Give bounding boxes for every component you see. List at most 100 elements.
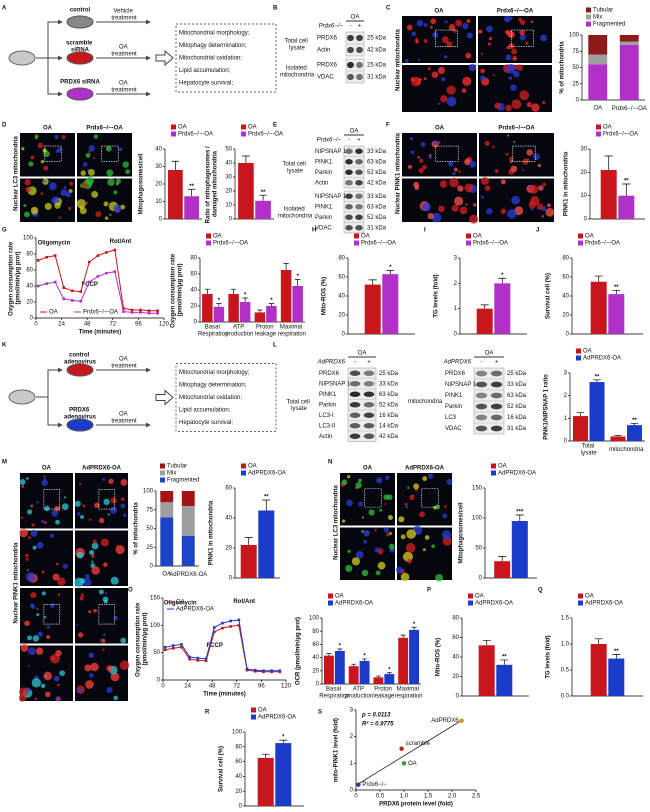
- micrograph-signal: [416, 19, 424, 27]
- y-tick-label: 60: [26, 268, 33, 274]
- outcome: Hepatocyte survival;: [179, 420, 233, 426]
- micrograph-signal: [384, 502, 387, 506]
- blot-factor: AdPRDX6: [317, 360, 346, 366]
- legend-swatch: [466, 233, 471, 239]
- y-tick-label: 1: [350, 761, 354, 767]
- legend-label: AdPRDX6-OA: [583, 356, 621, 362]
- outcome: Mitochondrial morphology;: [179, 370, 250, 376]
- micrograph-signal: [104, 591, 108, 595]
- micrograph-signal: [20, 644, 29, 652]
- x-tick-label: Total lysate: [581, 443, 597, 456]
- micrograph: [20, 588, 73, 644]
- significance-label: *: [413, 622, 416, 628]
- legend-label: AdPRDX6-OA: [258, 715, 296, 721]
- inset-box: [510, 29, 534, 47]
- protein-label: PRDX6: [317, 63, 338, 69]
- micrograph-signal: [40, 519, 45, 523]
- y-tick-label: 0: [30, 316, 34, 322]
- micrograph-signal: [91, 542, 99, 550]
- dish: [66, 51, 94, 65]
- blot-band: [349, 402, 361, 408]
- blot-band: [475, 392, 488, 399]
- x-tick-label: 96: [258, 684, 265, 690]
- x-tick-label: Proton leakage: [255, 324, 277, 337]
- marker: [171, 646, 175, 650]
- outcome: Lipid accumulation;: [179, 68, 231, 74]
- legend-label: OA: [475, 594, 484, 600]
- y-tick-label: 20: [26, 300, 33, 306]
- legend-swatch: [241, 463, 246, 469]
- micrograph-signal: [538, 185, 544, 191]
- y-tick-label: 3: [454, 256, 458, 262]
- micrograph-signal: [505, 29, 510, 35]
- blot-band: [355, 204, 363, 210]
- micrograph-signal: [428, 473, 434, 479]
- legend-swatch: [241, 124, 246, 130]
- micrograph-signal: [404, 58, 409, 63]
- x-tick-label: 2.0: [448, 794, 457, 800]
- micrograph-signal: [28, 161, 34, 167]
- blot-band: [363, 402, 375, 408]
- micrograph-signal: [347, 549, 351, 553]
- y-tick-label: 40: [155, 147, 162, 153]
- micrograph-signal: [363, 539, 368, 544]
- micrograph-signal: [119, 660, 130, 670]
- micrograph-signal: [118, 147, 123, 152]
- big-arrow: [155, 49, 174, 67]
- marker: [237, 624, 241, 627]
- micrograph-signal: [415, 39, 419, 44]
- y-axis-label: OCR (pmol/min/μg prot): [296, 617, 302, 685]
- blot-band: [475, 425, 488, 432]
- section-label: Isolated mitochondria: [280, 65, 315, 78]
- significance-label: *: [388, 667, 391, 673]
- micrograph-signal: [363, 529, 370, 537]
- error-bar: [337, 648, 343, 651]
- micrograph-signal: [437, 66, 446, 75]
- bar: [359, 660, 370, 684]
- x-tick-label: Basal Respiration: [319, 686, 349, 699]
- bar: [184, 196, 200, 219]
- blot-band: [490, 392, 503, 399]
- size-label: 14 kDa: [379, 423, 399, 429]
- size-label: 25 kDa: [367, 63, 387, 69]
- size-label: 33 kDa: [367, 194, 387, 200]
- micrograph-signal: [465, 203, 468, 206]
- significance-label: **: [614, 285, 619, 291]
- significance-label: *: [501, 273, 504, 279]
- micrograph-signal: [422, 202, 431, 212]
- micrograph-signal: [88, 150, 91, 153]
- bar-segment: [588, 35, 608, 55]
- size-label: 42 kDa: [367, 180, 387, 186]
- micrograph-signal: [542, 100, 546, 104]
- micrograph-signal: [449, 177, 459, 188]
- micrograph-signal: [469, 214, 479, 224]
- micrograph-signal: [79, 482, 82, 485]
- micrograph-signal: [88, 652, 94, 659]
- error-bar: [187, 188, 196, 197]
- micrograph-signal: [52, 573, 60, 581]
- micrograph-signal: [511, 48, 518, 55]
- trend-line: [358, 720, 462, 785]
- micrograph-signal: [60, 189, 68, 196]
- panel-letter: G: [2, 228, 7, 234]
- marker: [88, 280, 91, 284]
- bar: [627, 425, 642, 441]
- micrograph-signal: [466, 32, 473, 39]
- marker: [204, 659, 208, 663]
- protein-label: NIPSNAP 1: [315, 194, 347, 200]
- blot-condition: OA: [358, 351, 367, 357]
- protein-label: PRDX6: [445, 371, 466, 377]
- micrograph-signal: [88, 169, 95, 176]
- micrograph-signal: [58, 216, 61, 219]
- micrograph-signal: [480, 68, 485, 74]
- y-tick-label: 0: [584, 217, 588, 223]
- micrograph-signal: [355, 551, 364, 559]
- micrograph-signal: [429, 25, 433, 29]
- micrograph-signal: [383, 494, 389, 500]
- micrograph-signal: [422, 164, 427, 170]
- size-label: 42 kDa: [367, 48, 387, 54]
- y-axis-label: TG levels (fold): [434, 274, 440, 317]
- micrograph-signal: [400, 572, 410, 582]
- micrograph-signal: [389, 531, 392, 535]
- micrograph-signal: [341, 519, 346, 523]
